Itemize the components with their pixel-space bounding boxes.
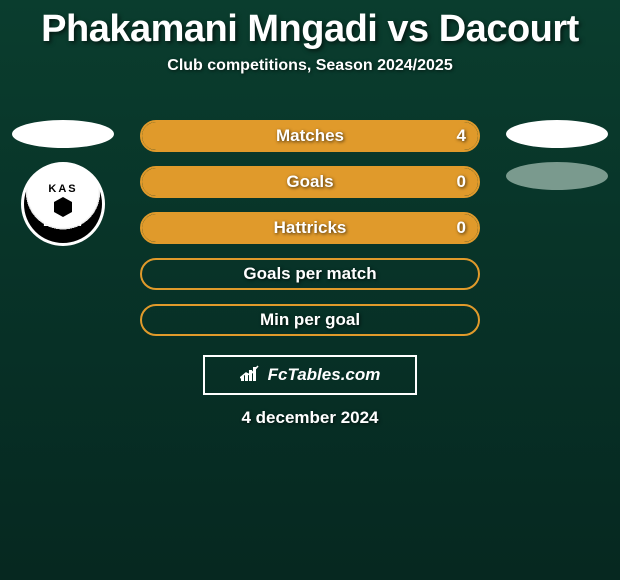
- left-column: KAS EUPEN: [8, 120, 118, 246]
- subtitle: Club competitions, Season 2024/2025: [0, 57, 620, 75]
- club-crest-left: KAS EUPEN: [21, 162, 105, 246]
- stat-value-left: 0: [457, 218, 466, 238]
- player-right-oval-bottom: [506, 162, 608, 190]
- stat-label: Matches: [276, 126, 344, 146]
- stat-value-left: 4: [457, 126, 466, 146]
- stat-bar: Matches 4: [140, 120, 480, 152]
- crest-top-text: KAS: [48, 183, 77, 195]
- stat-bar: Goals per match: [140, 258, 480, 290]
- logo-text: FcTables.com: [268, 365, 381, 385]
- player-left-oval: [12, 120, 114, 148]
- crest-shield-icon: [54, 197, 72, 217]
- fctables-logo[interactable]: FcTables.com: [203, 355, 417, 395]
- stat-bar: Min per goal: [140, 304, 480, 336]
- stat-bar: Goals 0: [140, 166, 480, 198]
- stat-label: Min per goal: [260, 310, 360, 330]
- right-column: [502, 120, 612, 190]
- stats-bars: Matches 4 Goals 0 Hattricks 0 Goals per match M…: [140, 120, 480, 336]
- bar-chart-icon: [240, 364, 262, 387]
- stat-label: Goals: [286, 172, 333, 192]
- stat-bar: Hattricks 0: [140, 212, 480, 244]
- date-label: 4 december 2024: [241, 408, 378, 428]
- stat-label: Goals per match: [243, 264, 376, 284]
- stat-value-left: 0: [457, 172, 466, 192]
- stat-label: Hattricks: [274, 218, 347, 238]
- crest-bottom-text: EUPEN: [43, 218, 82, 229]
- page-title: Phakamani Mngadi vs Dacourt: [0, 0, 620, 51]
- player-right-oval-top: [506, 120, 608, 148]
